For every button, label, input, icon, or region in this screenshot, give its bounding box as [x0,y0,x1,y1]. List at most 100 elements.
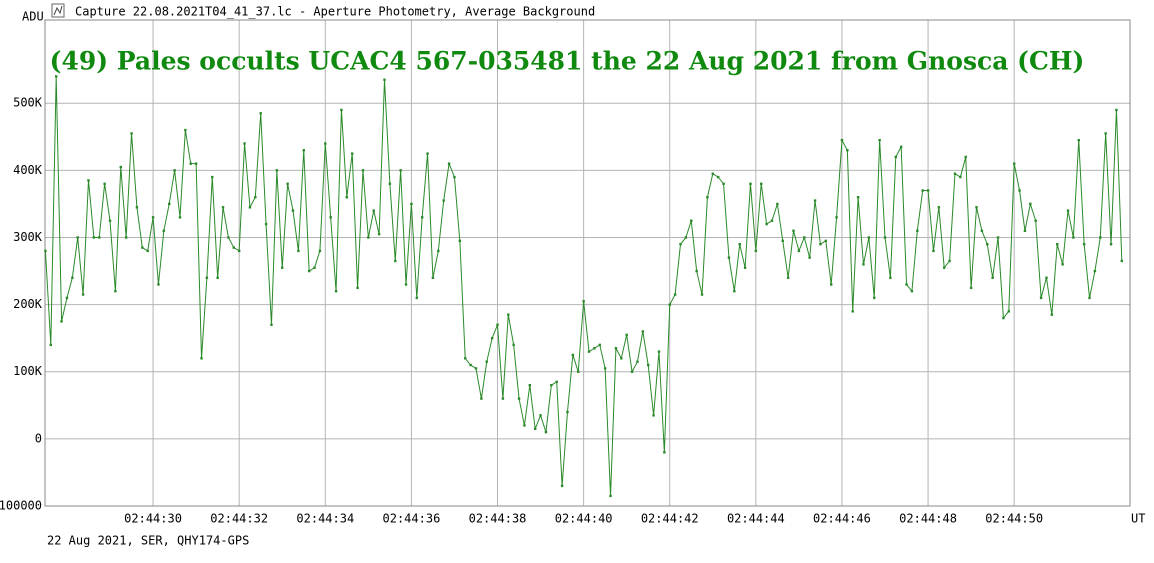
data-point [571,353,575,357]
data-point [178,216,182,219]
data-point [146,249,149,253]
data-point [679,243,682,246]
data-point [937,206,941,209]
data-point [910,289,914,293]
data-point [760,182,763,185]
data-point [227,236,230,239]
data-point [593,347,596,350]
data-point [351,152,354,155]
data-point [1099,236,1102,239]
data-point [1061,263,1064,266]
data-point [480,397,483,400]
x-tick-label: 02:44:32 [210,512,268,526]
data-point [168,202,171,206]
data-point [216,276,219,279]
data-point [318,249,322,253]
data-point [883,236,887,239]
data-point [1039,296,1043,300]
data-point [647,363,650,367]
grid [45,20,1130,507]
data-point [108,219,112,222]
data-point [733,289,736,293]
data-point [103,182,106,185]
data-point [410,202,413,206]
data-point [275,169,279,172]
x-tick-label: 02:44:42 [641,512,699,526]
data-point [943,266,946,269]
data-point [211,175,214,179]
data-point [496,323,499,326]
x-tick-label: 02:44:40 [555,512,613,526]
window-icon-glyph [53,5,63,16]
data-point [690,219,693,222]
data-point [636,360,639,363]
data-point [986,243,989,246]
data-point [1088,296,1091,300]
data-point [528,383,532,387]
data-point [738,243,741,246]
x-tick-label: 02:44:38 [469,512,527,526]
y-tick-label: 0 [35,431,42,445]
x-tick-label: 02:44:30 [124,512,182,526]
data-point [641,330,645,333]
data-point [189,162,192,165]
data-point [560,484,564,488]
data-point [291,209,295,212]
data-point [609,494,612,498]
data-point [523,424,526,427]
plot-frame [44,19,1131,507]
data-point [878,138,881,142]
data-point [302,149,305,152]
data-point [996,236,1000,239]
data-point [464,357,467,360]
data-point [194,162,198,165]
data-point [797,249,801,253]
data-point [873,296,876,300]
data-point [614,347,618,350]
data-point [824,239,828,243]
data-point [1104,132,1107,135]
data-point [953,172,957,175]
y-tick-label: 500K [13,96,43,110]
data-point [566,410,569,414]
data-point [286,182,289,185]
data-point [1072,236,1075,239]
data-point [781,239,784,243]
y-tick-label: 300K [13,230,43,244]
data-point [237,249,241,253]
data-point [173,169,176,172]
y-tick-label: 100000 [0,499,42,513]
data-point [700,293,704,296]
data-point [44,249,47,253]
data-point [81,293,85,296]
x-axis-label: UT [1131,512,1145,526]
data-point [119,165,122,169]
data-point [1012,162,1016,165]
data-point [916,229,919,232]
data-point [200,357,203,360]
data-point [431,276,435,279]
data-point [485,360,488,363]
data-point [313,266,316,269]
data-point [205,276,209,279]
data-point [130,132,133,135]
data-point [512,343,515,347]
data-point [474,367,478,370]
data-point [846,149,849,152]
data-point [663,451,666,454]
data-point [507,313,510,316]
data-point [394,259,397,263]
data-point [975,206,978,209]
data-point [673,293,677,296]
data-point [716,175,720,179]
y-tick-label: 400K [13,163,43,177]
data-point [388,182,392,185]
data-point [948,259,951,263]
data-point [829,283,833,286]
data-point [706,196,709,199]
data-point [765,222,768,226]
data-point [458,239,462,243]
data-point [404,283,408,286]
data-point [1082,243,1086,246]
data-point [856,196,860,199]
